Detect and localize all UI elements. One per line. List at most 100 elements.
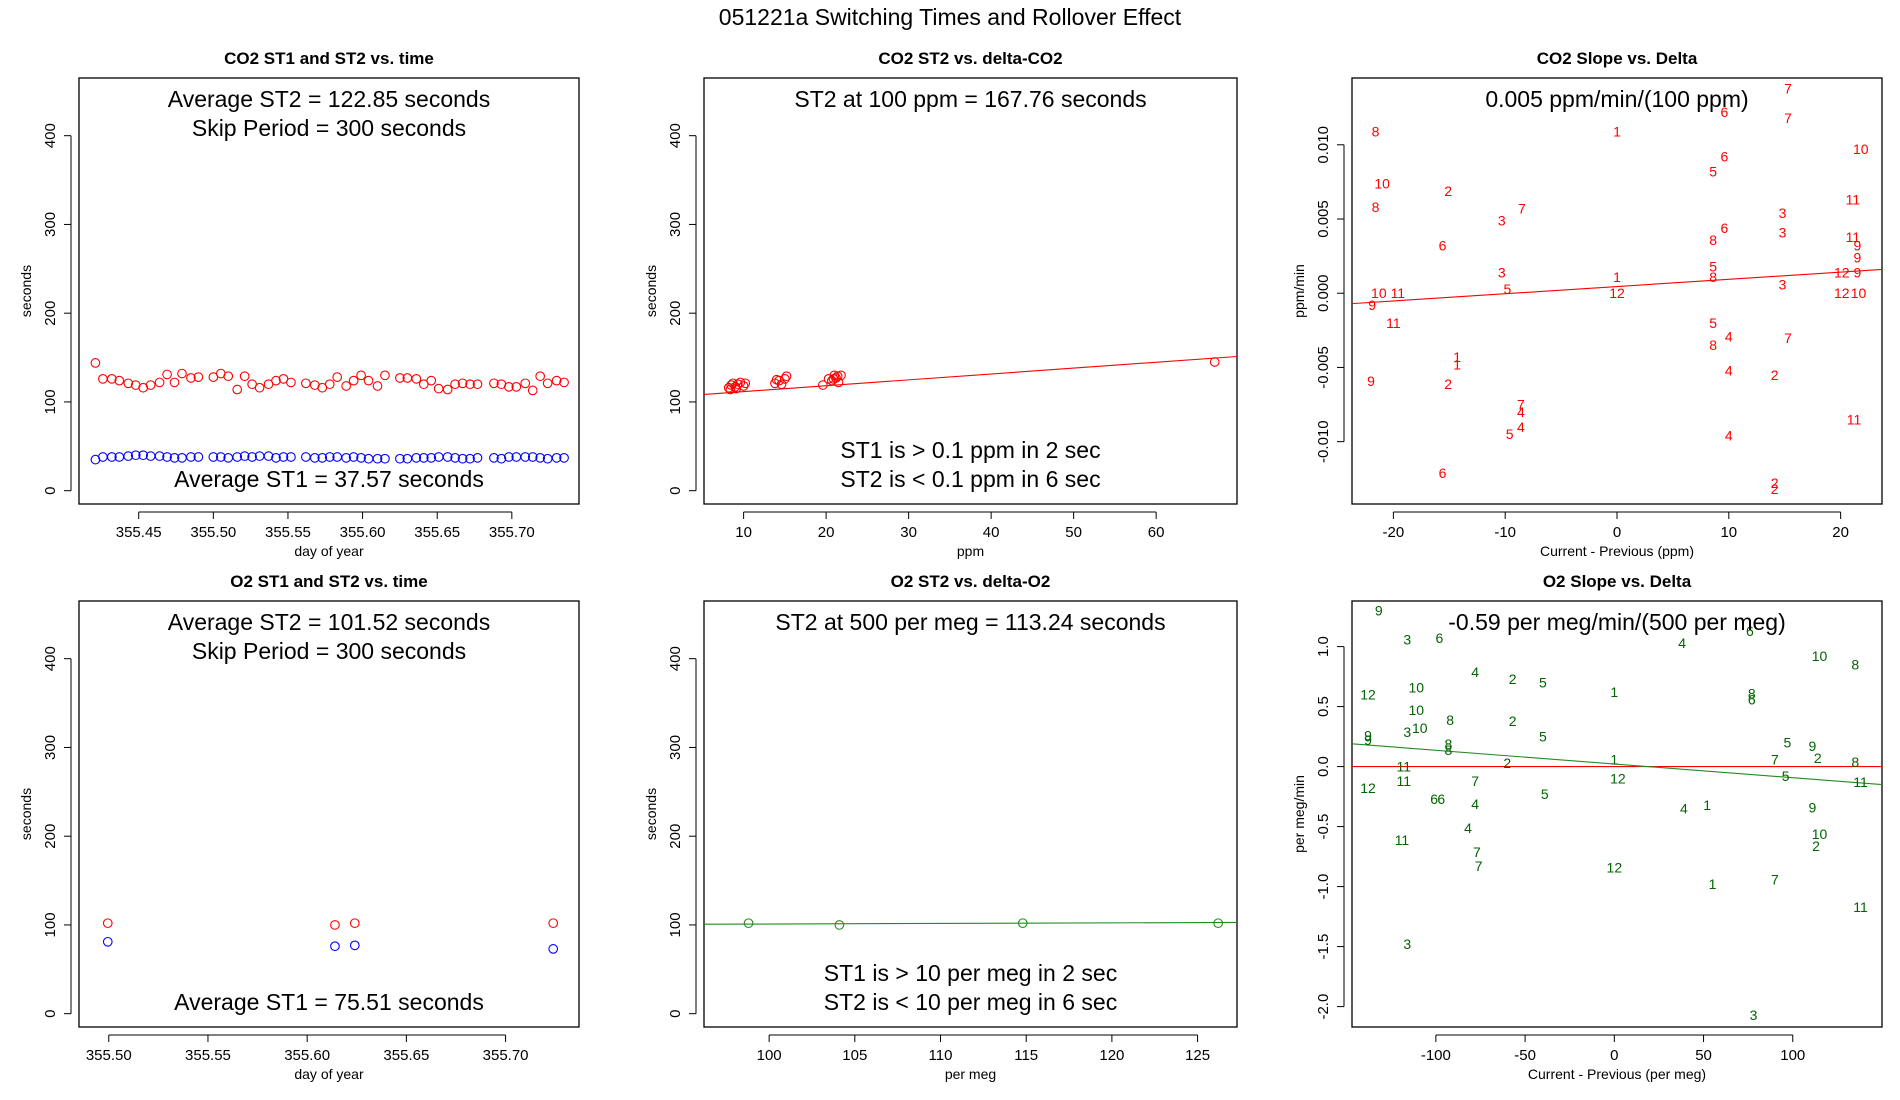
x-axis-label: Current - Previous (ppm) <box>1540 543 1694 559</box>
data-point-st2 <box>542 378 553 389</box>
y-tick-label: -0.010 <box>1315 420 1332 463</box>
data-point-st2 <box>520 378 531 389</box>
data-point-st2 <box>817 380 828 390</box>
data-point-st1 <box>186 452 196 462</box>
data-point-st1 <box>98 452 108 462</box>
data-label: 8 <box>1446 712 1454 728</box>
y-tick-label: 1.0 <box>1315 636 1332 657</box>
x-tick-label: 30 <box>900 524 917 541</box>
data-point-st1 <box>324 452 335 462</box>
y-tick-label: 300 <box>667 212 684 237</box>
data-point-st1 <box>535 453 546 463</box>
data-label: 7 <box>1784 110 1792 126</box>
data-point-st2 <box>341 381 352 391</box>
y-tick-label: 0 <box>667 487 684 495</box>
data-label: 11 <box>1395 832 1410 848</box>
data-label: 4 <box>1517 419 1525 435</box>
data-point-st1 <box>247 452 257 462</box>
y-axis-label: seconds <box>643 788 659 840</box>
fit-line <box>704 921 1237 925</box>
annotation-text: Skip Period = 300 seconds <box>192 638 466 664</box>
data-label: 6 <box>1746 623 1754 639</box>
data-label: 1 <box>1613 269 1621 285</box>
data-point-st1 <box>372 453 383 464</box>
y-tick-label: 0.005 <box>1315 200 1332 238</box>
data-label: 5 <box>1709 164 1717 180</box>
data-point-st2 <box>776 379 787 390</box>
data-label: 8 <box>1372 123 1380 139</box>
data-label: 10 <box>1812 648 1828 664</box>
data-label: 6 <box>1720 104 1728 120</box>
data-label: 8 <box>1372 199 1380 215</box>
data-label: 9 <box>1375 603 1383 619</box>
data-label: 3 <box>1403 936 1411 952</box>
data-label: 8 <box>1444 736 1452 752</box>
data-label: 10 <box>1408 702 1424 718</box>
x-tick-label: 355.65 <box>383 1047 429 1064</box>
y-tick-label: 400 <box>42 646 59 671</box>
data-label: 9 <box>1367 373 1375 389</box>
y-tick-label: 0 <box>667 1010 684 1018</box>
annotation-text: ST1 is > 0.1 ppm in 2 sec <box>840 437 1100 463</box>
data-point-st2 <box>232 384 243 395</box>
data-label: 9 <box>1364 732 1372 748</box>
x-tick-label: 355.70 <box>489 524 535 541</box>
data-label: 7 <box>1784 80 1792 96</box>
annotation-text: Average ST2 = 122.85 seconds <box>168 86 490 112</box>
plot-frame <box>78 77 580 505</box>
data-point-st2 <box>781 371 792 382</box>
x-tick-label: 355.50 <box>190 524 236 541</box>
data-point-st1 <box>123 451 134 461</box>
data-point-st2 <box>732 379 743 390</box>
data-label: 12 <box>1834 285 1850 301</box>
data-label: 4 <box>1678 635 1686 651</box>
data-label: 6 <box>1439 238 1447 254</box>
data-point-st1 <box>472 453 483 463</box>
y-axis-label: ppm/min <box>1291 264 1307 318</box>
plot-area <box>102 918 559 954</box>
x-tick-label: 100 <box>757 1047 782 1064</box>
x-tick-label: 115 <box>1014 1047 1038 1064</box>
data-label: 6 <box>1430 791 1438 807</box>
data-point-st2 <box>177 368 187 379</box>
plot-area <box>704 355 1237 395</box>
y-tick-label: 200 <box>667 824 684 849</box>
data-point-st1 <box>442 452 453 462</box>
data-label: 3 <box>1750 1007 1758 1023</box>
data-point-st1 <box>380 453 390 464</box>
x-axis-label: day of year <box>294 543 364 559</box>
data-label: 4 <box>1725 362 1733 378</box>
y-axis-label: seconds <box>643 265 659 317</box>
data-point-st1 <box>286 452 296 462</box>
data-label: 11 <box>1853 774 1868 790</box>
data-point-st2 <box>411 374 422 384</box>
data-label: 3 <box>1498 212 1506 228</box>
data-point-st1 <box>450 453 460 463</box>
plot-frame <box>703 77 1238 505</box>
annotation-text: 0.005 ppm/min/(100 ppm) <box>1485 86 1748 112</box>
y-axis-label: seconds <box>18 265 34 317</box>
data-label: 1 <box>1610 684 1618 700</box>
y-tick-label: 0.0 <box>1315 756 1332 777</box>
data-point-st1 <box>520 452 531 462</box>
y-tick-label: -1.5 <box>1315 934 1332 960</box>
data-point-st1 <box>496 453 507 464</box>
y-tick-label: 100 <box>667 912 684 937</box>
data-label: 9 <box>1854 264 1862 280</box>
data-label: 4 <box>1725 328 1733 344</box>
data-label: 1 <box>1613 123 1621 139</box>
data-label: 4 <box>1725 428 1733 444</box>
data-point-st2 <box>330 920 340 930</box>
x-tick-label: 20 <box>1832 524 1849 541</box>
data-point-st2 <box>301 378 311 389</box>
plot-area <box>90 358 569 465</box>
data-label: 7 <box>1771 871 1779 887</box>
x-axis-label: day of year <box>294 1066 364 1082</box>
plot-frame <box>703 600 1238 1028</box>
data-point-st1 <box>356 453 366 463</box>
data-point-st1 <box>130 450 141 461</box>
annotation-text: Average ST1 = 37.57 seconds <box>174 466 484 492</box>
y-tick-label: 300 <box>667 735 684 760</box>
y-tick-label: 0 <box>42 1010 59 1018</box>
data-label: 2 <box>1444 183 1452 199</box>
